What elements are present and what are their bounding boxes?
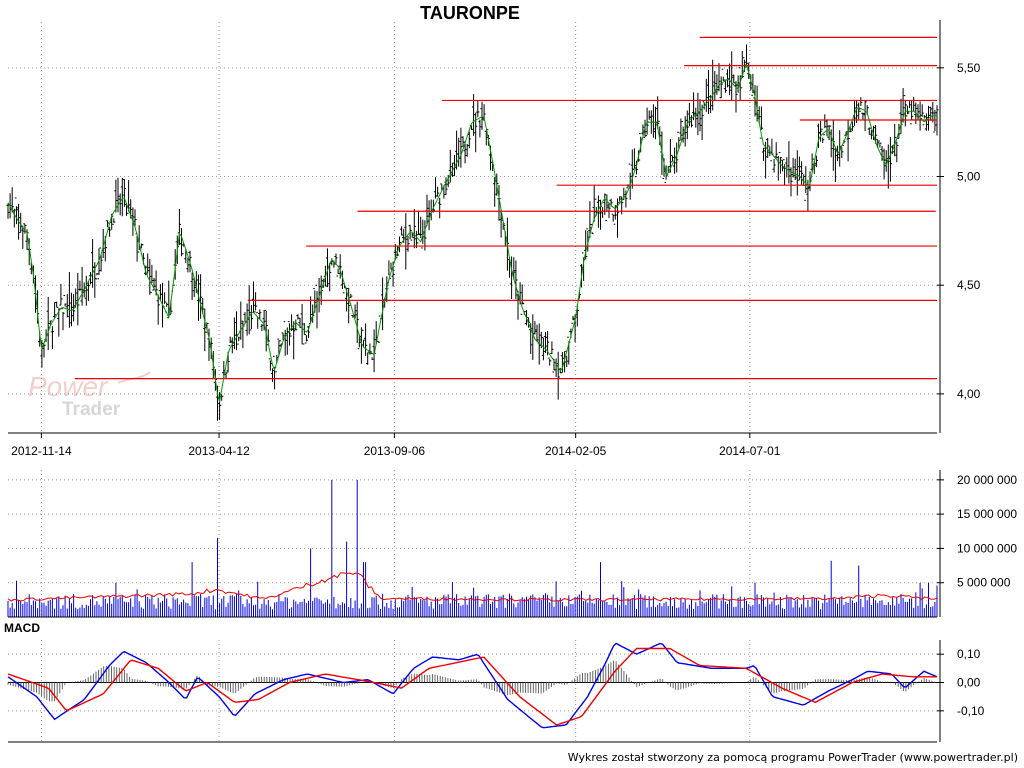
footer-credit: Wykres został stworzony za pomocą progra… bbox=[568, 751, 1018, 764]
watermark-trader: Trader bbox=[62, 399, 121, 420]
macd-y-tick-label-1: 0,00 bbox=[957, 676, 981, 690]
price-x-tick-label-0: 2012-11-14 bbox=[11, 444, 72, 458]
price-panel: TAURONPE Power Trader 2012-11-14 2013-04-… bbox=[6, 3, 981, 458]
macd-panel: MACD 0,10 0,00 -0,10 bbox=[4, 621, 985, 743]
macd-label: MACD bbox=[4, 621, 40, 635]
volume-panel: 5 000 000 10 000 000 15 000 000 20 000 000 bbox=[7, 470, 1017, 618]
price-x-tick-label-1: 2013-04-12 bbox=[188, 444, 250, 458]
price-y-ticks: 4,00 4,50 5,00 5,50 bbox=[937, 61, 981, 401]
volume-grid bbox=[8, 470, 937, 617]
volume-y-tick-label-1: 10 000 000 bbox=[957, 541, 1017, 555]
macd-y-ticks: 0,10 0,00 -0,10 bbox=[937, 647, 985, 718]
macd-histogram bbox=[7, 660, 935, 702]
volume-y-tick-label-3: 20 000 000 bbox=[957, 473, 1017, 487]
macd-line bbox=[7, 642, 938, 729]
volume-y-tick-label-0: 5 000 000 bbox=[957, 576, 1011, 590]
volume-moving-average-line bbox=[7, 572, 938, 602]
macd-signal-line bbox=[7, 647, 937, 726]
macd-y-tick-label-2: -0,10 bbox=[957, 704, 985, 718]
watermark-power: Power bbox=[28, 371, 109, 402]
volume-y-tick-label-2: 15 000 000 bbox=[957, 507, 1017, 521]
price-grid bbox=[8, 22, 937, 433]
macd-grid bbox=[8, 640, 937, 742]
price-y-tick-label-3: 5,50 bbox=[957, 61, 981, 75]
price-x-ticks: 2012-11-14 2013-04-12 2013-09-06 2014-02-05… bbox=[11, 433, 781, 458]
price-x-tick-label-2: 2013-09-06 bbox=[364, 444, 426, 458]
macd-y-tick-label-0: 0,10 bbox=[957, 647, 981, 661]
price-y-tick-label-1: 4,50 bbox=[957, 278, 981, 292]
chart-title: TAURONPE bbox=[420, 3, 520, 23]
price-y-tick-label-2: 5,00 bbox=[957, 170, 981, 184]
price-y-tick-label-0: 4,00 bbox=[957, 387, 981, 401]
close-price-line bbox=[7, 63, 937, 402]
price-x-tick-label-4: 2014-07-01 bbox=[719, 444, 781, 458]
support-resistance-lines bbox=[74, 36, 937, 380]
watermark-logo: Power Trader bbox=[28, 371, 151, 420]
volume-y-ticks: 5 000 000 10 000 000 15 000 000 20 000 000 bbox=[937, 473, 1017, 590]
price-x-tick-label-3: 2014-02-05 bbox=[545, 444, 607, 458]
